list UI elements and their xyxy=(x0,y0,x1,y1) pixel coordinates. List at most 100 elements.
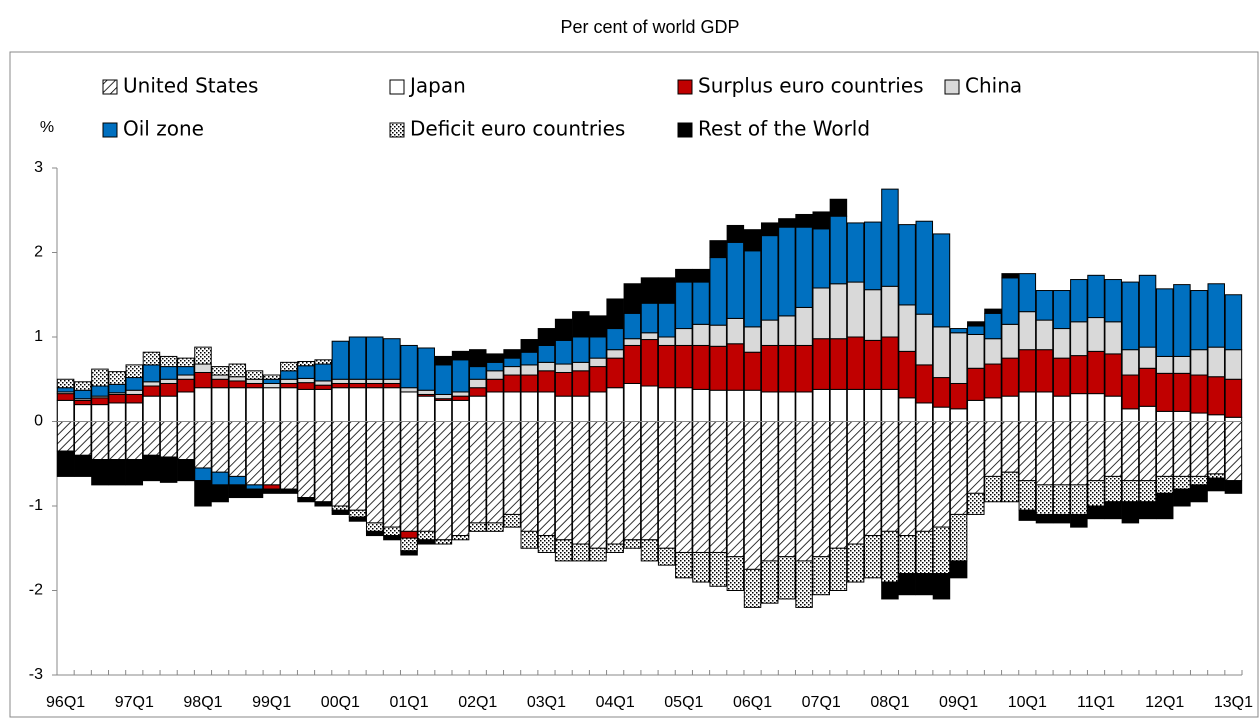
bar-segment xyxy=(503,357,521,368)
bar-segment xyxy=(589,366,607,393)
bar-segment xyxy=(177,374,195,380)
bar-segment xyxy=(159,378,178,384)
bar-segment xyxy=(606,298,624,330)
bar-segment xyxy=(726,556,745,592)
y-axis-label: % xyxy=(40,119,54,136)
bar-segment xyxy=(1173,410,1191,422)
bar-segment xyxy=(177,391,195,422)
bar-segment xyxy=(159,456,178,483)
bar-segment xyxy=(881,530,899,583)
bar-segment xyxy=(692,551,710,583)
bar-segment xyxy=(760,222,779,237)
bar-segment xyxy=(91,459,109,486)
bar-segment xyxy=(348,336,367,380)
bar-segment xyxy=(383,338,401,380)
bar-segment xyxy=(365,530,384,537)
y-tick-label: 0 xyxy=(34,413,43,430)
bar-segment xyxy=(365,378,384,384)
bar-segment xyxy=(606,543,624,553)
bar-segment xyxy=(503,366,521,376)
bar-segment xyxy=(56,399,75,422)
bar-segment xyxy=(56,387,75,393)
bar-segment xyxy=(726,317,745,345)
bar-segment xyxy=(1052,484,1071,515)
bar-segment xyxy=(1155,355,1174,374)
bar-segment xyxy=(898,350,916,399)
bar-segment xyxy=(760,319,779,346)
bar-segment xyxy=(280,387,298,423)
bar-segment xyxy=(657,336,676,346)
legend-swatch xyxy=(677,79,693,95)
x-tick-label: 13Q1 xyxy=(1214,694,1253,711)
bar-segment xyxy=(1190,475,1208,486)
bar-segment xyxy=(554,371,573,397)
bar-segment xyxy=(125,421,144,461)
bar-segment xyxy=(623,539,642,549)
bar-segment xyxy=(984,338,1002,365)
legend-swatch xyxy=(102,79,118,95)
bar-segment xyxy=(657,277,676,304)
bar-segment xyxy=(434,393,453,400)
bar-segment xyxy=(142,364,161,383)
bar-segment xyxy=(91,421,109,461)
bar-segment xyxy=(348,378,367,384)
bar-segment xyxy=(709,345,727,391)
bar-segment xyxy=(812,388,830,423)
bar-segment xyxy=(949,408,968,423)
bar-segment xyxy=(657,302,676,338)
bar-segment xyxy=(1190,412,1208,422)
bar-segment xyxy=(383,526,401,537)
bar-segment xyxy=(469,366,487,380)
bar-segment xyxy=(1138,421,1157,482)
bar-segment xyxy=(743,351,762,391)
bar-segment xyxy=(675,328,693,346)
bar-segment xyxy=(692,344,710,390)
bar-segment xyxy=(194,371,212,389)
bar-segment xyxy=(108,402,126,423)
bar-segment xyxy=(932,526,951,575)
bar-segment xyxy=(383,378,401,384)
bar-segment xyxy=(829,283,848,340)
bar-segment xyxy=(675,551,693,579)
bar-segment xyxy=(1070,484,1088,515)
bar-segment xyxy=(881,421,899,532)
bar-segment xyxy=(1035,484,1054,515)
bar-segment xyxy=(864,339,882,390)
bar-segment xyxy=(1173,475,1191,490)
bar-segment xyxy=(177,459,195,482)
bar-segment xyxy=(108,459,126,486)
bar-segment xyxy=(520,374,539,393)
bar-segment xyxy=(932,326,951,379)
bar-segment xyxy=(949,421,968,515)
bar-segment xyxy=(314,384,332,390)
x-tick-label: 04Q1 xyxy=(596,694,635,711)
bar-segment xyxy=(1001,277,1019,325)
bar-segment xyxy=(1224,378,1243,418)
bar-segment xyxy=(760,391,779,422)
bar-segment xyxy=(572,336,590,363)
bar-segment xyxy=(91,385,109,397)
bar-segment xyxy=(74,399,92,406)
bar-segment xyxy=(503,513,521,528)
bar-segment xyxy=(159,355,178,368)
bar-segment xyxy=(864,221,882,291)
bar-segment xyxy=(486,378,504,393)
bar-segment xyxy=(125,364,144,379)
bar-segment xyxy=(709,257,727,326)
bar-segment xyxy=(1190,349,1208,376)
bar-segment xyxy=(795,560,813,608)
bar-segment xyxy=(520,364,539,376)
bar-segment xyxy=(56,421,75,452)
bar-segment xyxy=(331,421,350,507)
bar-segment xyxy=(984,397,1002,422)
bar-segment xyxy=(915,220,934,315)
bar-segment xyxy=(142,381,161,387)
bar-segment xyxy=(245,488,264,499)
bar-segment xyxy=(245,382,264,389)
bar-segment xyxy=(331,505,350,511)
bar-segment xyxy=(1104,395,1122,422)
bar-segment xyxy=(606,387,624,423)
bar-segment xyxy=(417,389,435,395)
bar-segment xyxy=(726,224,745,243)
bar-segment xyxy=(280,361,298,372)
